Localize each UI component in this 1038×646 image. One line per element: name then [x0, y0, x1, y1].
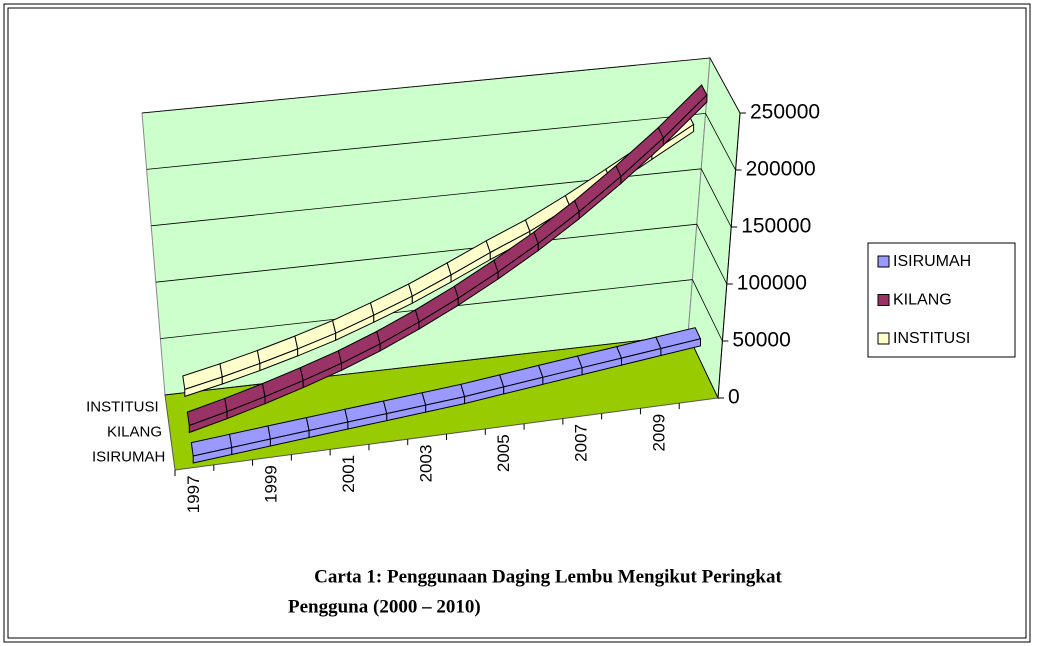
y-tick-label: 100000: [737, 272, 807, 295]
y-tick-label: 200000: [746, 158, 816, 181]
grid-line: [155, 223, 728, 285]
y-axis: [717, 112, 741, 399]
chart-title: Carta 1: Penggunaan Daging Lembu Mengiku…: [314, 566, 782, 587]
chart-title: Pengguna (2000 – 2010): [288, 596, 481, 617]
frame-inner: [7, 7, 1027, 639]
frame: [3, 3, 1031, 643]
series-depth-label: INSTITUSI: [86, 398, 159, 415]
x-tick-label: 2009: [649, 414, 668, 452]
grid-line: [151, 168, 732, 228]
ribbon-face: [651, 123, 695, 161]
series-depth-label: ISIRUMAH: [92, 448, 165, 465]
x-tick-label: 2001: [339, 455, 358, 493]
legend-label: KILANG: [893, 292, 952, 309]
grid-line: [146, 112, 736, 171]
legend-label: ISIRUMAH: [893, 253, 971, 270]
series-depth-label: KILANG: [107, 423, 162, 440]
legend-label: INSTITUSI: [893, 330, 970, 347]
ribbon-face: [660, 338, 701, 357]
x-tick-label: 2007: [572, 424, 591, 462]
y-tick-label: 250000: [750, 101, 820, 124]
legend-swatch: [877, 332, 890, 345]
legend-swatch: [877, 255, 890, 268]
legend-swatch: [877, 294, 890, 306]
grid-line: [141, 57, 741, 114]
x-tick-label: 1999: [261, 465, 280, 503]
ribbon-face: [662, 93, 708, 147]
x-tick-label: 1997: [184, 475, 203, 513]
x-tick-label: 2003: [417, 445, 436, 483]
y-tick-label: 0: [728, 386, 740, 409]
y-tick-label: 150000: [741, 215, 811, 238]
y-tick-label: 50000: [732, 329, 790, 352]
legend-box: [867, 242, 1016, 358]
x-tick-label: 2005: [494, 434, 513, 472]
